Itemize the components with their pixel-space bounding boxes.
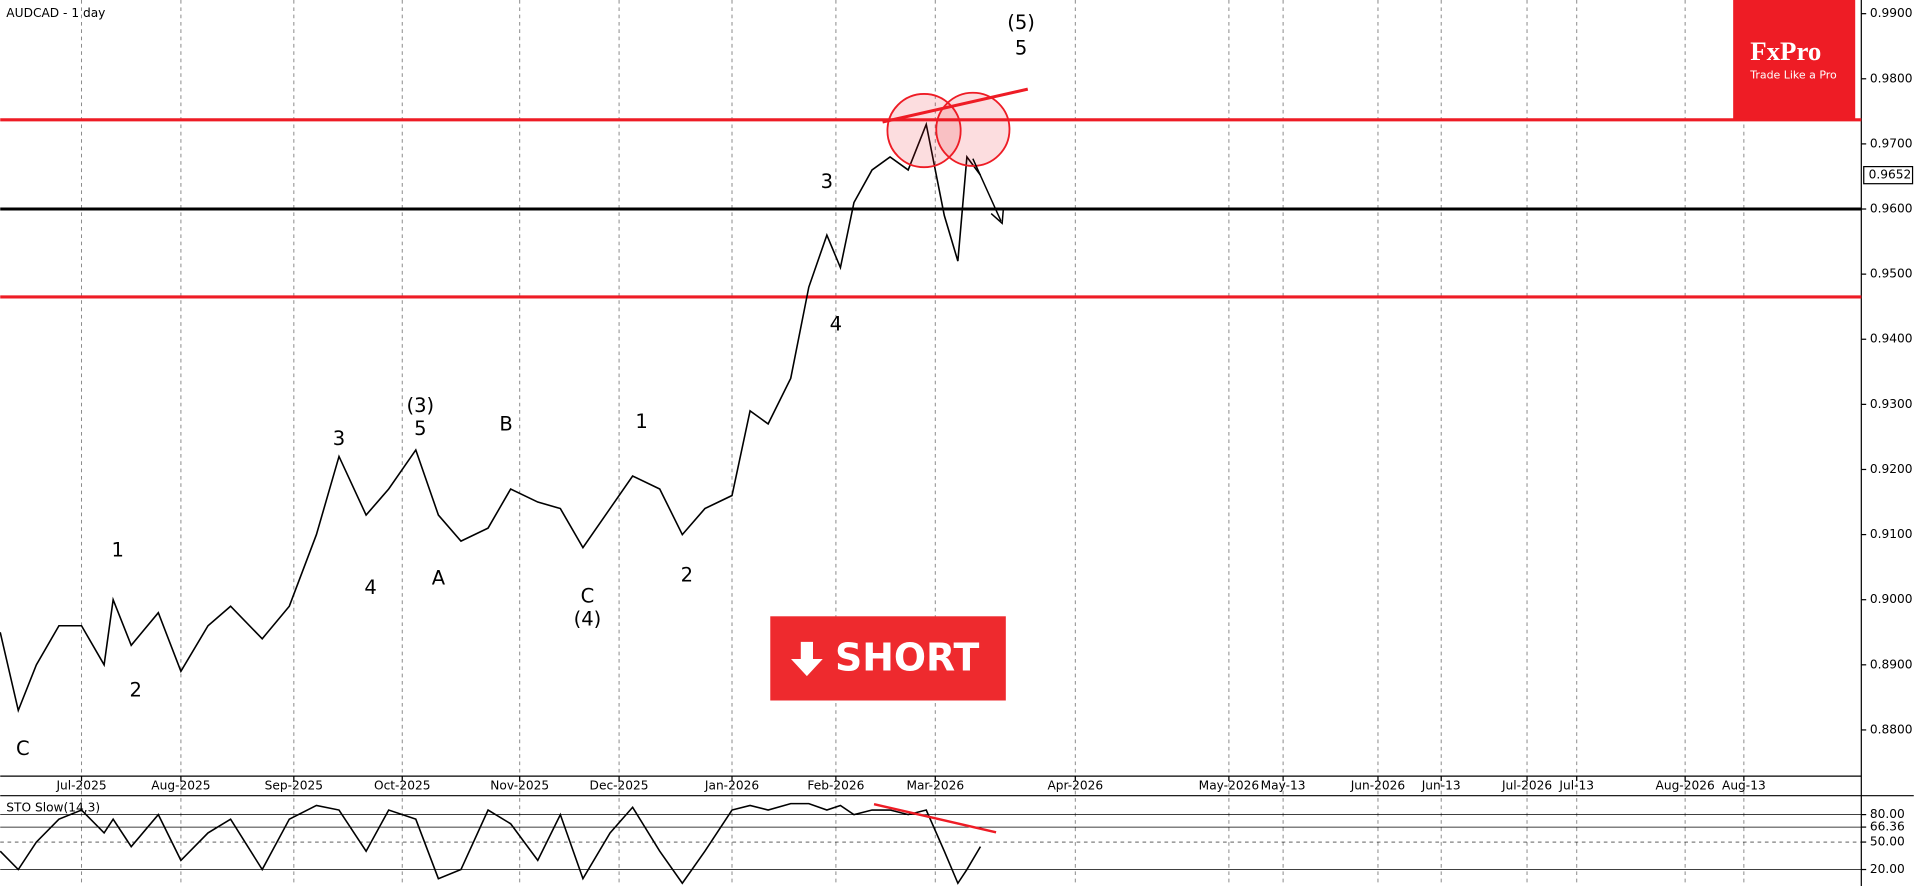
brand-box — [1733, 0, 1856, 120]
indicator-title: STO Slow(14,3) — [6, 800, 100, 814]
wave-label: 1 — [111, 538, 123, 561]
y-tick-label: 20.00 — [1870, 862, 1905, 876]
x-tick-label: Nov-2025 — [490, 778, 549, 792]
divergence-line — [873, 803, 997, 834]
wave-label: 2 — [681, 564, 693, 587]
x-tick-label: Jan-2026 — [704, 778, 759, 792]
x-tick-label: Aug-2025 — [151, 778, 210, 792]
x-tick-label: Oct-2025 — [374, 778, 431, 792]
x-tick-label: Aug-13 — [1722, 778, 1766, 792]
down-arrow-icon — [791, 641, 823, 677]
wave-label: B — [499, 413, 512, 436]
brand-tagline: Trade Like a Pro — [1749, 69, 1837, 82]
y-tick-label: 0.9400 — [1870, 332, 1913, 346]
wave-label: (4) — [574, 607, 602, 630]
signal-text: SHORT — [835, 636, 979, 680]
y-tick-label: 0.9100 — [1870, 527, 1913, 541]
last-price-label: 0.9652 — [1869, 168, 1912, 182]
wave-label: 5 — [414, 417, 426, 440]
x-tick-label: Jul-2026 — [1501, 778, 1552, 792]
arrow — [972, 158, 1002, 222]
trend-line — [882, 87, 1029, 124]
x-tick-label: Jun-2026 — [1350, 778, 1405, 792]
chart-title: AUDCAD - 1 day — [6, 6, 105, 20]
y-tick-label: 66.36 — [1870, 820, 1905, 834]
y-tick-label: 0.8900 — [1870, 657, 1913, 671]
wave-label: 3 — [333, 427, 345, 450]
x-tick-label: Jul-2025 — [55, 778, 106, 792]
price-line — [0, 802, 982, 885]
x-tick-label: May-2026 — [1199, 778, 1259, 792]
wave-label: 2 — [130, 678, 142, 701]
x-tick-label: Apr-2026 — [1047, 778, 1103, 792]
wave-label: 4 — [364, 576, 376, 599]
wave-label: C — [581, 585, 595, 608]
wave-label: (3) — [406, 394, 434, 417]
y-tick-label: 0.9500 — [1870, 267, 1913, 281]
x-tick-label: May-13 — [1261, 778, 1306, 792]
brand-name: FxPro — [1750, 36, 1821, 66]
wave-label: A — [432, 566, 446, 589]
y-tick-label: 0.9000 — [1870, 592, 1913, 606]
x-tick-label: Aug-2026 — [1656, 778, 1715, 792]
wave-label: 4 — [830, 312, 842, 335]
y-tick-label: 0.9200 — [1870, 462, 1913, 476]
x-tick-label: Mar-2026 — [906, 778, 964, 792]
y-tick-label: 0.9300 — [1870, 397, 1913, 411]
y-tick-label: 50.00 — [1870, 835, 1905, 849]
y-tick-label: 0.9700 — [1870, 136, 1913, 150]
last-price-box — [1863, 166, 1914, 185]
price-line — [0, 121, 982, 714]
arrow-head — [990, 208, 1005, 225]
x-tick-label: Jul-13 — [1558, 778, 1594, 792]
wave-label: C — [16, 737, 30, 760]
x-tick-label: Sep-2025 — [265, 778, 323, 792]
wave-label: 3 — [821, 170, 833, 193]
x-tick-label: Feb-2026 — [807, 778, 864, 792]
wave-label: 5 — [1015, 36, 1027, 59]
y-tick-label: 80.00 — [1870, 807, 1905, 821]
y-tick-label: 0.9800 — [1870, 71, 1913, 85]
wave-label: (5) — [1007, 11, 1035, 34]
y-tick-label: 0.9900 — [1870, 6, 1913, 20]
highlight-circle — [935, 91, 1011, 167]
y-tick-label: 0.9600 — [1870, 202, 1913, 216]
x-tick-label: Jun-13 — [1421, 778, 1461, 792]
x-tick-label: Dec-2025 — [590, 778, 649, 792]
wave-label: 1 — [635, 410, 647, 433]
drawings — [873, 87, 1029, 834]
y-tick-label: 0.8800 — [1870, 722, 1913, 736]
